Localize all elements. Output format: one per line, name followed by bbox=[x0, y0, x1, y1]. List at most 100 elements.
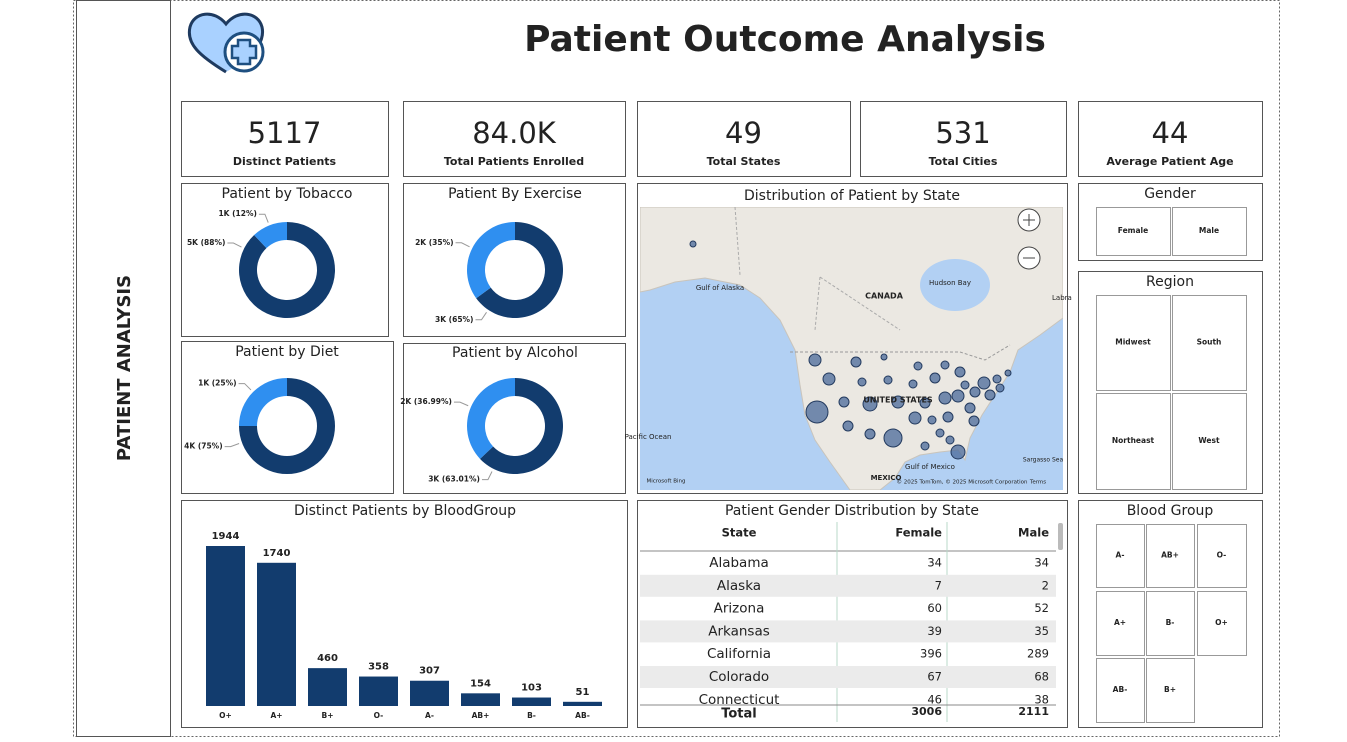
map-bubble bbox=[883, 375, 893, 385]
map-bubble bbox=[950, 444, 966, 460]
map-border bbox=[790, 344, 1011, 361]
slicer-item[interactable] bbox=[1172, 393, 1247, 490]
data-label: 3K (65%) bbox=[435, 315, 473, 324]
leader-line bbox=[455, 242, 470, 248]
slicer-item[interactable] bbox=[1096, 591, 1145, 656]
slicer-item[interactable] bbox=[1146, 591, 1195, 656]
data-label: 2K (35%) bbox=[415, 238, 453, 247]
map-label: UNITED STATES bbox=[863, 396, 933, 405]
slicer-item-label: B- bbox=[1166, 618, 1175, 627]
zoom-in-icon bbox=[1023, 214, 1035, 226]
map-bubble bbox=[968, 415, 980, 427]
map-bubble bbox=[960, 380, 970, 390]
slicer-title: Region bbox=[1146, 274, 1194, 290]
kpi-label: Average Patient Age bbox=[1106, 155, 1233, 168]
map-label: Sargasso Sea bbox=[1023, 457, 1064, 464]
row-band bbox=[640, 574, 1056, 597]
map-bubble bbox=[969, 386, 981, 398]
map-bubble bbox=[938, 391, 952, 405]
bar bbox=[359, 676, 398, 706]
x-tick-label: AB+ bbox=[472, 711, 490, 720]
slicer-item[interactable] bbox=[1146, 658, 1195, 723]
table-cell: California bbox=[707, 646, 771, 662]
chart-title: Patient By Exercise bbox=[448, 186, 582, 202]
table-cell: 46 bbox=[927, 692, 942, 706]
chart-title: Patient by Diet bbox=[235, 344, 339, 360]
donut-segment bbox=[239, 378, 335, 474]
slicer-item[interactable] bbox=[1096, 295, 1171, 391]
map-bubble bbox=[822, 372, 836, 386]
map-bubble bbox=[920, 441, 930, 451]
bar bbox=[410, 680, 449, 706]
table-cell: 68 bbox=[1034, 670, 1049, 684]
chart-title: Patient by Tobacco bbox=[222, 186, 353, 202]
kpi-label: Total States bbox=[707, 155, 781, 168]
data-label: 103 bbox=[521, 683, 542, 694]
table-cell: 289 bbox=[1027, 647, 1049, 661]
slicer-item[interactable] bbox=[1172, 295, 1247, 391]
map-bubble bbox=[977, 376, 991, 390]
table-cell: Colorado bbox=[709, 669, 769, 685]
kpi-label: Total Cities bbox=[929, 155, 998, 168]
map-bubble bbox=[935, 428, 945, 438]
x-tick-label: O- bbox=[374, 711, 384, 720]
column-header: State bbox=[722, 526, 757, 540]
map-border bbox=[734, 207, 901, 331]
map-title: Distribution of Patient by State bbox=[744, 188, 960, 204]
kpi-card bbox=[181, 101, 389, 177]
table-title: Patient Gender Distribution by State bbox=[725, 503, 979, 519]
map-label: Gulf of Mexico bbox=[905, 463, 955, 471]
table-cell: 60 bbox=[927, 601, 942, 615]
map-bubble bbox=[850, 356, 862, 368]
kpi-card bbox=[637, 101, 851, 177]
map-bubble bbox=[862, 396, 878, 412]
slicer-item[interactable] bbox=[1096, 207, 1171, 256]
slicer-item[interactable] bbox=[1146, 524, 1195, 588]
slicer-item[interactable] bbox=[1197, 591, 1247, 656]
kpi-value: 84.0K bbox=[472, 116, 557, 150]
slicer-item-label: South bbox=[1197, 338, 1222, 347]
table-cell: 2 bbox=[1042, 578, 1049, 592]
bar bbox=[206, 546, 245, 706]
leader-line bbox=[227, 242, 242, 248]
leader-line bbox=[258, 213, 269, 223]
map-bubble bbox=[940, 360, 950, 370]
map-bubble bbox=[995, 383, 1005, 393]
slicer-item[interactable] bbox=[1096, 393, 1171, 490]
data-label: 460 bbox=[317, 653, 338, 664]
map-bubble bbox=[929, 372, 941, 384]
kpi-value: 44 bbox=[1152, 116, 1189, 150]
slicer-item[interactable] bbox=[1172, 207, 1247, 256]
map-bubble bbox=[908, 379, 918, 389]
panel bbox=[637, 500, 1068, 728]
map-bubble bbox=[954, 366, 966, 378]
scrollbar[interactable] bbox=[1058, 523, 1063, 550]
map-bubble bbox=[964, 402, 976, 414]
slicer-item[interactable] bbox=[1096, 524, 1145, 588]
map-bubble bbox=[908, 411, 922, 425]
slicer-item-label: Female bbox=[1118, 226, 1148, 235]
leader-line bbox=[453, 401, 469, 407]
map-bubbles bbox=[689, 240, 1012, 460]
map-label: MEXICO bbox=[871, 474, 902, 482]
kpi-value: 531 bbox=[935, 116, 990, 150]
x-tick-label: AB- bbox=[575, 711, 590, 720]
slicer-item-label: Midwest bbox=[1115, 338, 1151, 347]
slicer-item[interactable] bbox=[1197, 524, 1247, 588]
slicer-item-label: AB+ bbox=[1161, 551, 1179, 560]
slicer-item-label: A+ bbox=[1114, 618, 1126, 627]
map-bubble bbox=[808, 353, 822, 367]
data-label: 1740 bbox=[263, 548, 291, 559]
data-label: 51 bbox=[576, 687, 590, 698]
data-label: 154 bbox=[470, 678, 491, 689]
donut-segment bbox=[239, 222, 335, 319]
kpi-card bbox=[1078, 101, 1263, 177]
map-bubble bbox=[838, 396, 850, 408]
data-label: 358 bbox=[368, 662, 389, 673]
donut-segment bbox=[479, 378, 563, 474]
column-header: Male bbox=[1018, 526, 1049, 540]
slicer-item[interactable] bbox=[1096, 658, 1145, 723]
map-bubble bbox=[942, 411, 954, 423]
kpi-label: Distinct Patients bbox=[233, 155, 337, 168]
chart-title: Distinct Patients by BloodGroup bbox=[294, 503, 516, 519]
